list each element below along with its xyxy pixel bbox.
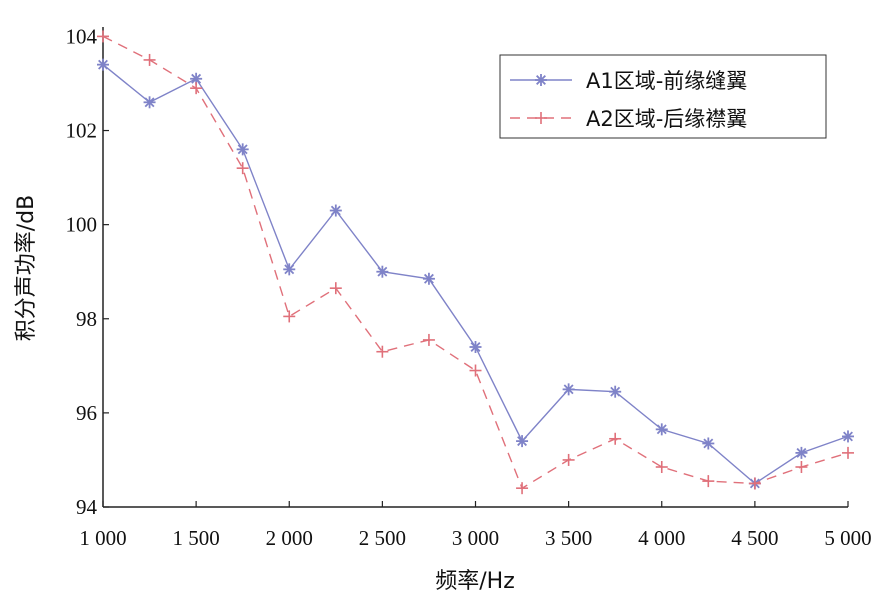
data-point-plus bbox=[609, 432, 622, 445]
data-point-asterisk bbox=[283, 263, 296, 276]
x-tick-label: 3 500 bbox=[545, 526, 592, 550]
data-point-asterisk bbox=[422, 272, 435, 285]
x-tick-label: 5 000 bbox=[824, 526, 871, 550]
data-point-plus bbox=[702, 475, 715, 488]
data-point-plus bbox=[655, 461, 668, 473]
data-point-asterisk bbox=[516, 435, 529, 448]
data-point-plus bbox=[842, 446, 854, 459]
data-point-plus bbox=[283, 310, 296, 323]
data-point-plus bbox=[376, 345, 389, 358]
legend: A1区域-前缘缝翼 A2区域-后缘襟翼 bbox=[499, 54, 827, 139]
data-point-plus bbox=[329, 282, 342, 295]
data-point-plus bbox=[422, 333, 435, 346]
data-point-asterisk bbox=[842, 430, 854, 443]
y-tick-label: 102 bbox=[66, 119, 98, 143]
x-tick-label: 4 500 bbox=[731, 526, 778, 550]
data-point-plus bbox=[190, 82, 203, 95]
data-point-asterisk bbox=[795, 446, 808, 459]
legend-label: A2区域-后缘襟翼 bbox=[586, 107, 747, 131]
data-point-asterisk bbox=[236, 143, 249, 156]
data-point-asterisk bbox=[609, 385, 622, 398]
data-point-asterisk bbox=[655, 423, 668, 436]
x-tick-label: 4 000 bbox=[638, 526, 685, 550]
series-layer bbox=[97, 30, 854, 495]
data-point-plus bbox=[516, 482, 529, 495]
data-point-plus bbox=[143, 53, 156, 66]
y-ticks: 94 96 98 100 102 104 bbox=[66, 24, 109, 519]
data-point-asterisk bbox=[702, 437, 715, 450]
data-point-asterisk bbox=[376, 265, 389, 278]
data-point-asterisk bbox=[535, 74, 547, 86]
y-tick-label: 94 bbox=[76, 495, 98, 519]
y-tick-label: 104 bbox=[66, 24, 98, 48]
data-point-plus bbox=[748, 477, 761, 490]
y-axis-label: 积分声功率/dB bbox=[14, 195, 39, 341]
x-tick-label: 2 000 bbox=[266, 526, 313, 550]
legend-box bbox=[499, 54, 827, 139]
data-point-asterisk bbox=[329, 204, 342, 217]
data-point-asterisk bbox=[143, 96, 156, 109]
y-tick-label: 100 bbox=[66, 213, 98, 237]
data-point-asterisk bbox=[97, 58, 109, 71]
data-point-plus bbox=[97, 30, 109, 43]
x-tick-label: 2 500 bbox=[359, 526, 406, 550]
data-point-plus bbox=[535, 112, 547, 124]
data-point-plus bbox=[562, 453, 575, 466]
x-tick-label: 1 000 bbox=[79, 526, 126, 550]
data-point-plus bbox=[236, 162, 249, 175]
x-tick-label: 1 500 bbox=[173, 526, 220, 550]
series-line bbox=[102, 35, 849, 490]
y-tick-label: 96 bbox=[76, 401, 97, 425]
x-axis-label: 频率/Hz bbox=[435, 569, 515, 594]
x-tick-label: 3 000 bbox=[452, 526, 499, 550]
data-point-asterisk bbox=[469, 341, 482, 353]
data-point-plus bbox=[469, 364, 482, 377]
legend-label: A1区域-前缘缝翼 bbox=[586, 69, 747, 93]
y-tick-label: 98 bbox=[76, 307, 97, 331]
data-point-asterisk bbox=[562, 383, 575, 396]
x-ticks: 1 000 1 500 2 000 2 500 3 000 3 500 4 000 4 500… bbox=[79, 501, 872, 550]
data-point-plus bbox=[795, 461, 808, 473]
